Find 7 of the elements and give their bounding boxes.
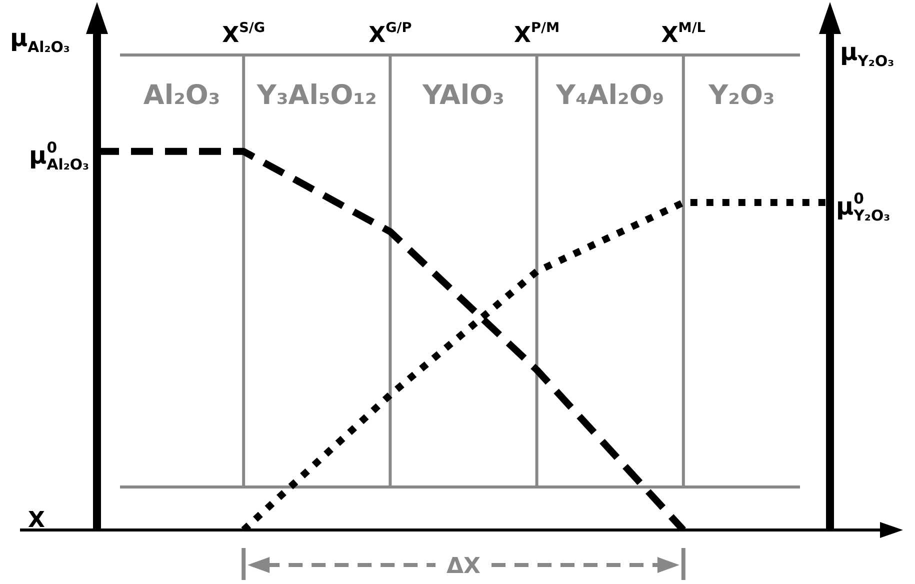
text: Y₂O₃ — [708, 80, 775, 111]
text: Y₃Al₅O₁₂ — [256, 80, 377, 111]
text: YAlO₃ — [422, 80, 504, 111]
text: Al₂O₃ — [143, 80, 220, 111]
x-axis-title: X — [28, 508, 45, 533]
text: ΔX — [446, 554, 481, 579]
text: Y₄Al₂O₉ — [555, 80, 664, 111]
